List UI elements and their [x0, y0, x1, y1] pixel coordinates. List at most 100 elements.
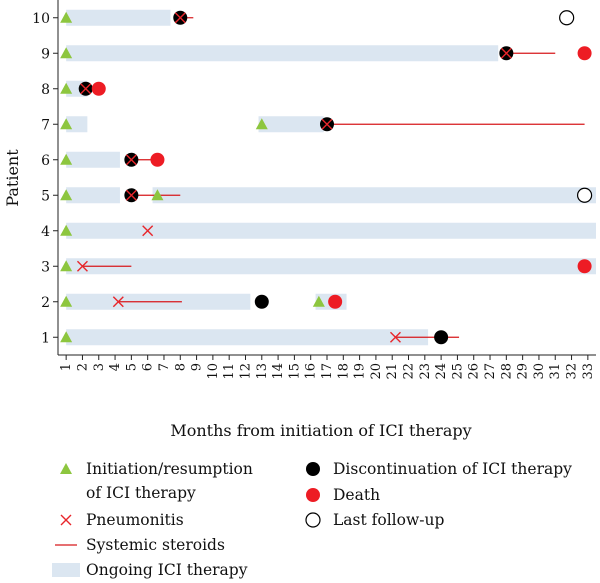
x-axis-title: Months from initiation of ICI therapy [170, 421, 471, 440]
initiation-marker [60, 295, 73, 307]
initiation-marker [60, 47, 73, 59]
x-tick-label: 21 [385, 363, 400, 380]
initiation-marker [60, 260, 73, 272]
x-tick-label: 31 [548, 363, 563, 380]
pneumonitis-marker [174, 12, 186, 24]
x-tick-label: 24 [434, 363, 449, 380]
plot-area [60, 9, 597, 346]
ongoing-therapy-bar [66, 45, 499, 62]
pneumonitis-marker [80, 83, 92, 95]
legend-item-steroids: Systemic steroids [55, 536, 225, 554]
patient-lane-5 [60, 187, 597, 204]
pneumonitis-marker [321, 118, 333, 130]
x-tick-label: 29 [516, 363, 531, 380]
y-tick-label: 8 [41, 82, 50, 98]
y-tick-label: 3 [41, 259, 50, 275]
cross-shape [112, 296, 124, 308]
cross-shape [142, 225, 154, 237]
discontinuation-marker [434, 330, 449, 345]
legend-label: Last follow-up [333, 511, 444, 529]
legend-label: Pneumonitis [86, 511, 184, 529]
x-tick-label: 1 [59, 363, 74, 371]
x-tick-label: 22 [402, 363, 417, 380]
initiation-marker [60, 118, 73, 130]
triangle-shape [60, 463, 72, 474]
pneumonitis-marker [142, 225, 154, 237]
patient-lane-4 [60, 222, 597, 239]
x-tick-label: 5 [124, 363, 139, 371]
circle-shape [150, 152, 165, 167]
legend-item-last-followup: Last follow-up [305, 511, 444, 529]
cross-shape [125, 189, 137, 201]
x-tick-label: 27 [483, 363, 498, 380]
pneumonitis-marker [76, 260, 88, 272]
x-tick-label: 2 [75, 363, 90, 371]
x-tick-label: 11 [222, 363, 237, 380]
pneumonitis-marker [125, 189, 137, 201]
circle-shape [576, 187, 593, 203]
axes: 1 2 3 4 5 6 7 8 9 10 11 12 13 14 15 16 17 18 19 20 21 22 23 24 2… [32, 0, 596, 380]
ongoing-therapy-bar [152, 187, 597, 204]
patient-lane-10 [60, 9, 575, 26]
circle-shape [559, 10, 575, 26]
x-tick-label: 23 [418, 363, 433, 380]
triangle-shape [60, 82, 73, 94]
legend-item-initiation: Initiation/resumption of ICI therapy [60, 460, 253, 502]
legend-swatch [305, 512, 321, 528]
legend-swatch [306, 488, 320, 502]
y-tick-label: 1 [41, 330, 50, 346]
triangle-shape [60, 47, 73, 59]
x-tick-label: 14 [271, 363, 286, 380]
initiation-marker [60, 153, 73, 165]
last-followup-marker [576, 187, 593, 203]
y-tick-label: 9 [41, 46, 50, 62]
legend-label: of ICI therapy [86, 484, 196, 502]
circle-shape [305, 512, 321, 528]
ongoing-therapy-bar [258, 116, 324, 133]
circle-shape [577, 259, 592, 274]
legend-item-pneumonitis: Pneumonitis [60, 511, 184, 529]
legend-label: Death [333, 486, 380, 504]
x-tick-label: 3 [92, 363, 107, 371]
x-tick-label: 30 [532, 363, 547, 380]
death-marker [577, 46, 592, 61]
initiation-marker [60, 82, 73, 94]
pneumonitis-marker [500, 47, 512, 59]
x-tick-label: 19 [353, 363, 368, 380]
ongoing-therapy-bar [66, 9, 171, 26]
legend-label: Initiation/resumption [86, 460, 253, 478]
x-tick-label: 8 [173, 363, 188, 371]
triangle-shape [60, 224, 73, 236]
legend-swatch [52, 563, 80, 577]
ongoing-therapy-bar [66, 187, 120, 204]
y-tick-label: 10 [32, 11, 50, 27]
cross-shape [174, 12, 186, 24]
circle-shape [306, 462, 320, 476]
ongoing-therapy-bar [66, 222, 597, 239]
initiation-marker [312, 295, 325, 307]
x-tick-label: 33 [581, 363, 596, 380]
triangle-shape [60, 260, 73, 272]
x-tick-label: 7 [157, 363, 172, 371]
initiation-marker [60, 189, 73, 201]
patient-lane-3 [60, 258, 597, 275]
x-tick-label: 12 [238, 363, 253, 380]
triangle-shape [60, 153, 73, 165]
y-tick-label: 7 [41, 117, 50, 133]
patient-lane-9 [60, 45, 592, 62]
patient-lane-8 [60, 80, 106, 97]
ongoing-therapy-bar [66, 329, 429, 346]
circle-shape [254, 294, 269, 309]
circle-shape [91, 81, 106, 96]
initiation-marker [255, 118, 268, 130]
x-tick-label: 15 [287, 363, 302, 380]
legend-swatch [60, 514, 72, 526]
cross-shape [500, 47, 512, 59]
cross-shape [125, 154, 137, 166]
x-tick-label: 25 [450, 363, 465, 380]
legend-label: Systemic steroids [86, 536, 225, 554]
legend-item-discontinuation: Discontinuation of ICI therapy [306, 460, 572, 478]
legend-swatch [60, 463, 72, 474]
death-marker [328, 294, 343, 309]
x-tick-label: 32 [565, 363, 580, 380]
